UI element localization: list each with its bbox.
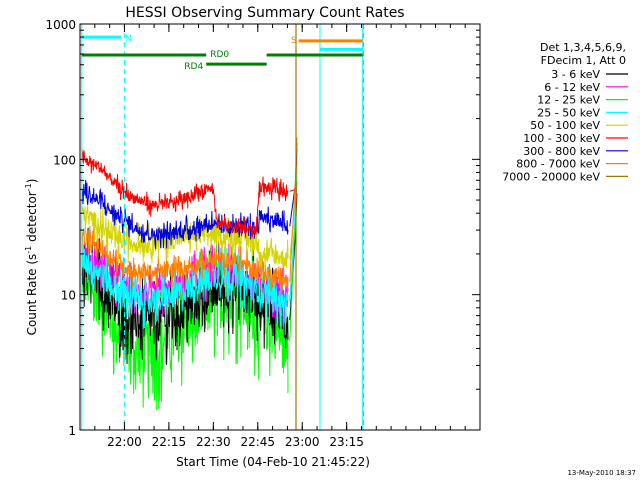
series-line-800-7000-keV bbox=[81, 225, 289, 293]
chart-title: HESSI Observing Summary Count Rates bbox=[125, 5, 404, 21]
y-tick-label: 1 bbox=[68, 424, 76, 438]
flag-label-RD0: RD0 bbox=[210, 50, 229, 60]
flag-label-S: S bbox=[291, 36, 297, 46]
legend-label: 25 - 50 keV bbox=[537, 106, 600, 119]
legend-label: 6 - 12 keV bbox=[544, 81, 600, 94]
legend-header-detectors: Det 1,3,4,5,6,9, bbox=[540, 41, 626, 54]
x-tick-label: 22:30 bbox=[196, 435, 231, 449]
series-line-25-50-keV bbox=[81, 245, 289, 335]
y-tick-label: 100 bbox=[53, 153, 76, 167]
series-line-100-300-keV bbox=[81, 148, 289, 238]
y-tick-label: 10 bbox=[61, 289, 76, 303]
data-series-group bbox=[81, 24, 298, 430]
x-tick-label: 22:45 bbox=[240, 435, 275, 449]
series-line-12-25-keV bbox=[81, 235, 289, 411]
legend-label: 7000 - 20000 keV bbox=[502, 170, 600, 183]
flag-label-N: N bbox=[125, 34, 132, 44]
y-tick-label: 1000 bbox=[45, 18, 76, 32]
y-axis-label-main: Count Rate (s bbox=[25, 254, 39, 336]
legend-label: 800 - 7000 keV bbox=[516, 158, 600, 171]
y-axis-label-end: ) bbox=[25, 179, 39, 184]
legend: Det 1,3,4,5,6,9, FDecim 1, Att 0 3 - 6 k… bbox=[502, 41, 628, 183]
plot-area: N S RD0 RD4 1 10 100 1000 22:00 22:15 22:30 22:45 23… bbox=[45, 18, 481, 449]
x-tick-label: 23:00 bbox=[285, 435, 320, 449]
x-tick-label: 22:00 bbox=[107, 435, 142, 449]
legend-label: 300 - 800 keV bbox=[523, 145, 600, 158]
flag-label-RD4: RD4 bbox=[184, 62, 203, 72]
y-axis-label-sup2: -1 bbox=[24, 183, 33, 191]
x-tick-label: 22:15 bbox=[152, 435, 187, 449]
y-axis-label-sup1: -1 bbox=[24, 246, 33, 254]
x-tick-label: 23:15 bbox=[329, 435, 364, 449]
legend-label: 100 - 300 keV bbox=[523, 132, 600, 145]
legend-header-decimation: FDecim 1, Att 0 bbox=[541, 54, 626, 67]
legend-label: 3 - 6 keV bbox=[551, 68, 600, 81]
footer-timestamp: 13-May-2010 18:37 bbox=[567, 469, 636, 477]
legend-label: 50 - 100 keV bbox=[530, 119, 600, 132]
y-axis-label-mid: detector bbox=[25, 191, 39, 246]
series-line-300-800-keV bbox=[81, 179, 289, 249]
x-axis-label: Start Time (04-Feb-10 21:45:22) bbox=[176, 455, 370, 469]
series-line-6-12-keV bbox=[81, 229, 289, 323]
legend-label: 12 - 25 keV bbox=[537, 94, 600, 107]
series-line-50-100-keV bbox=[81, 205, 289, 269]
plot-frame bbox=[79, 23, 481, 431]
y-axis-label: Count Rate (s-1 detector-1) bbox=[24, 179, 39, 336]
